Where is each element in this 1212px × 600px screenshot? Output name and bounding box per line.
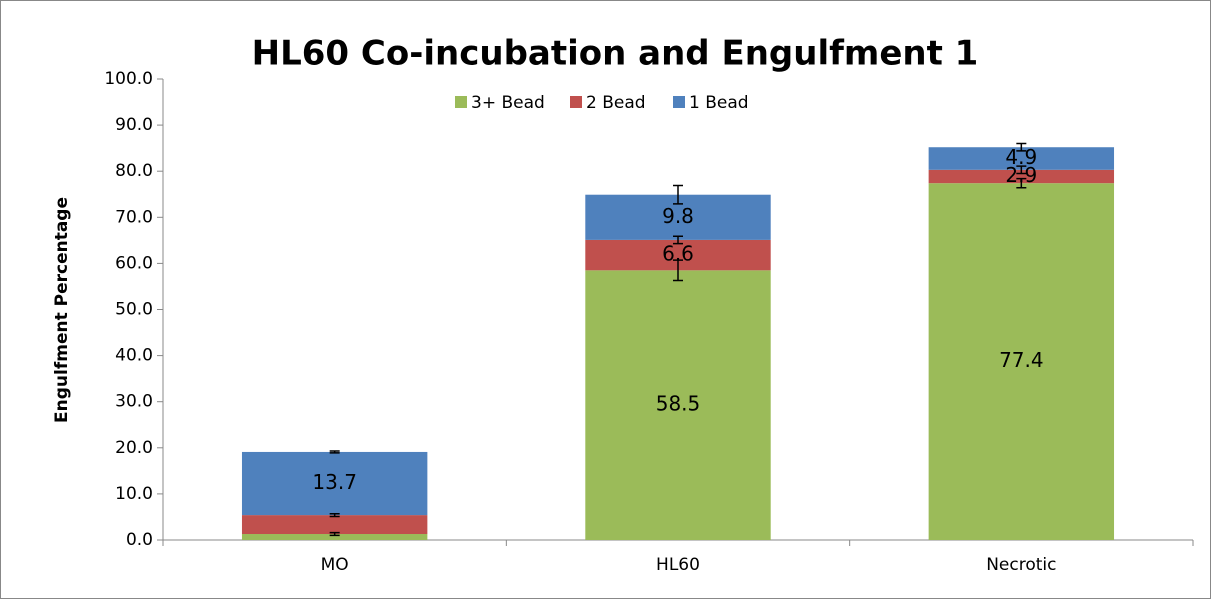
y-tick-label: 0.0 [126,530,153,550]
x-tick-label: Necrotic [986,555,1056,575]
bar-segment [928,183,1115,540]
data-label: 6.6 [662,242,694,266]
bar-segment [585,270,771,540]
legend-swatch [455,96,467,108]
legend-label: 3+ Bead [471,93,545,113]
y-tick-label: 60.0 [115,253,153,273]
error-bar [1016,142,1027,152]
y-tick-label: 40.0 [115,346,153,366]
error-bar [329,450,340,454]
y-tick-label: 70.0 [115,207,153,227]
legend-label: 1 Bead [689,93,749,113]
legend-swatch [673,96,685,108]
legend-swatch [570,96,582,108]
bar-segment [241,534,428,540]
error-bar [673,259,683,282]
error-bar [329,512,340,518]
data-label: 13.7 [312,470,357,494]
y-tick-label: 30.0 [115,392,153,412]
y-tick-label: 100.0 [104,69,153,89]
data-label: 77.4 [999,348,1044,372]
y-tick-label: 20.0 [115,438,153,458]
y-tick-label: 10.0 [115,484,153,504]
bar-segment [241,451,428,516]
error-bar [673,184,683,205]
error-bar [329,531,340,537]
y-tick-label: 80.0 [115,161,153,181]
x-tick-label: HL60 [656,555,700,575]
bar-segment [241,515,428,535]
x-tick-label: MO [321,555,349,575]
data-label: 9.8 [662,204,694,228]
y-tick-label: 90.0 [115,115,153,135]
error-bar [1016,177,1027,189]
bar-segment [928,147,1115,170]
bar-segment [928,169,1115,184]
error-bar [673,235,683,245]
error-bar [1016,165,1027,175]
legend-label: 2 Bead [586,93,646,113]
y-axis-label: Engulfment Percentage [52,197,72,423]
data-label: 58.5 [656,392,701,416]
chart-title: HL60 Co-incubation and Engulfment 1 [252,34,979,74]
y-tick-label: 50.0 [115,300,153,320]
